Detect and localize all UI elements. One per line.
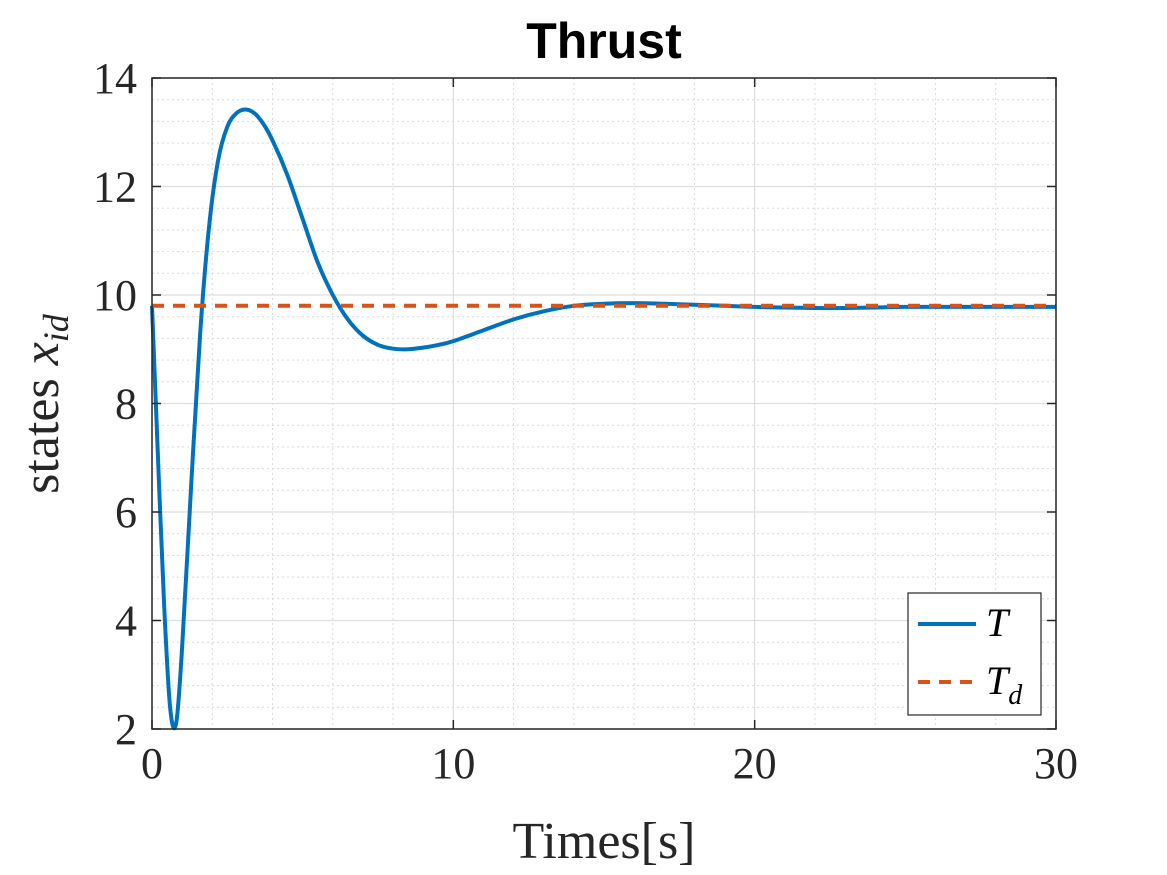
y-axis-label-math: x xyxy=(13,342,70,366)
x-axis-label: Times[s] xyxy=(512,813,695,870)
legend-label-T: T xyxy=(986,600,1011,645)
legend-label-Td: T xyxy=(986,658,1011,703)
x-tick-label: 0 xyxy=(141,739,163,788)
x-tick-labels: 0 10 20 30 xyxy=(141,739,1078,788)
tick-marks xyxy=(151,77,1057,730)
y-tick-label: 4 xyxy=(115,597,137,646)
legend-label-Td-subscript: d xyxy=(1008,680,1023,711)
y-axis-label-subscript: id xyxy=(36,313,76,342)
svg-text:T: T xyxy=(986,600,1011,645)
y-tick-label: 10 xyxy=(93,271,137,320)
y-axis-label: states xid xyxy=(13,313,76,494)
series-layer xyxy=(150,107,1056,731)
x-tick-label: 10 xyxy=(431,739,475,788)
y-axis-label-text: states xyxy=(13,365,70,494)
chart-title: Thrust xyxy=(526,13,682,69)
y-tick-label: 6 xyxy=(115,488,137,537)
y-tick-labels: 2 4 6 8 10 12 14 xyxy=(93,54,137,754)
series-line-T xyxy=(150,107,1056,731)
legend: T Td xyxy=(907,592,1042,716)
x-tick-label: 20 xyxy=(733,739,777,788)
y-tick-label: 14 xyxy=(93,54,137,103)
svg-text:states xid: states xid xyxy=(13,313,76,494)
y-tick-label: 2 xyxy=(115,705,137,754)
legend-box xyxy=(907,592,1042,716)
minor-grid xyxy=(152,78,1056,729)
y-tick-label: 12 xyxy=(93,163,137,212)
y-tick-label: 8 xyxy=(115,380,137,429)
x-tick-label: 30 xyxy=(1034,739,1078,788)
svg-text:Td: Td xyxy=(986,658,1023,711)
